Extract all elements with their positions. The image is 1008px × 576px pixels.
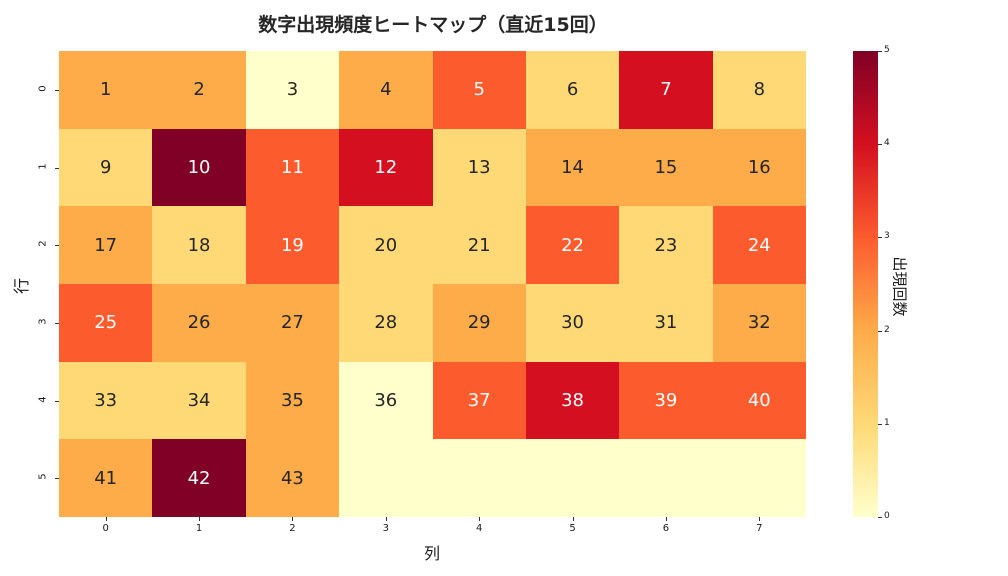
colorbar-tick-label: 0 <box>884 511 890 521</box>
heatmap-cell: 17 <box>59 206 153 284</box>
y-tick-label: 3 <box>37 318 49 325</box>
y-tick-label: 2 <box>37 240 49 247</box>
heatmap-cell: 9 <box>59 128 153 207</box>
colorbar-tick-label: 2 <box>884 324 890 335</box>
heatmap-cell: 3 <box>245 51 340 129</box>
colorbar-tick-label: 4 <box>884 138 890 149</box>
heatmap-cell: 22 <box>525 206 620 284</box>
heatmap-cell: 38 <box>525 361 620 440</box>
heatmap-cell: 27 <box>245 283 340 362</box>
x-tick-label: 2 <box>289 523 296 534</box>
heatmap-cell: 30 <box>525 283 620 362</box>
heatmap-cell <box>525 439 620 517</box>
x-tick-mark <box>199 517 201 521</box>
heatmap-cell: 32 <box>712 283 806 362</box>
heatmap-cell: 12 <box>339 128 433 207</box>
colorbar-tick-mark <box>878 51 882 52</box>
heatmap-cell: 7 <box>619 51 713 129</box>
x-tick-mark <box>572 517 574 521</box>
heatmap-cell: 25 <box>59 283 153 362</box>
heatmap-cell: 19 <box>245 206 340 284</box>
heatmap-cell: 13 <box>432 128 526 207</box>
heatmap-cell: 39 <box>619 361 713 440</box>
heatmap-cell: 29 <box>432 283 526 362</box>
chart-title: 数字出現頻度ヒートマップ（直近15回） <box>258 14 608 36</box>
colorbar-tick-mark <box>878 423 882 425</box>
y-tick-label: 4 <box>37 395 49 403</box>
heatmap-cell: 43 <box>245 439 340 517</box>
heatmap-cell: 23 <box>619 206 713 284</box>
x-tick-label: 6 <box>662 523 670 534</box>
y-tick-mark <box>55 322 59 324</box>
y-tick-mark <box>55 245 59 247</box>
y-tick-label: 0 <box>37 85 49 92</box>
heatmap-cell: 36 <box>339 361 433 440</box>
x-tick-mark <box>292 517 294 521</box>
y-tick-label: 1 <box>37 162 49 170</box>
colorbar-tick-mark <box>878 330 882 332</box>
heatmap-cell <box>619 439 713 517</box>
heatmap-cell: 42 <box>152 439 246 517</box>
colorbar-tick-mark <box>878 237 882 239</box>
heatmap-cell: 37 <box>432 361 526 440</box>
x-tick-label: 3 <box>382 523 389 534</box>
heatmap-cell: 26 <box>152 283 246 362</box>
heatmap-cell: 33 <box>59 361 153 440</box>
heatmap-cell: 40 <box>712 361 806 440</box>
heatmap-cell <box>712 439 806 517</box>
x-tick-mark <box>759 517 761 521</box>
colorbar-tick-mark <box>878 517 882 518</box>
heatmap-cell: 15 <box>619 128 713 207</box>
x-tick-mark <box>479 517 481 521</box>
heatmap-cell: 35 <box>245 361 340 440</box>
x-tick-label: 4 <box>476 523 483 534</box>
x-tick-mark <box>385 517 387 521</box>
x-tick-label: 7 <box>756 523 763 534</box>
heatmap-cell: 28 <box>339 283 433 362</box>
y-tick-mark <box>55 400 59 402</box>
heatmap-cell: 4 <box>339 51 433 129</box>
x-axis-label: 列 <box>423 544 440 563</box>
colorbar-tick-label: 3 <box>884 231 890 242</box>
heatmap-grid: 1 2 3 4 5 6 7 8 9 10 11 12 13 14 15 16 17 18 19 20 21 22 23 24 2… <box>59 51 806 517</box>
heatmap-cell: 31 <box>619 283 713 362</box>
heatmap-cell: 8 <box>712 51 806 129</box>
heatmap-cell: 21 <box>432 206 526 284</box>
heatmap-cell: 14 <box>525 128 620 207</box>
y-tick-mark <box>55 478 59 480</box>
y-tick-mark <box>55 89 59 91</box>
colorbar <box>853 51 878 517</box>
heatmap-cell: 41 <box>59 439 153 517</box>
heatmap-cell: 34 <box>152 361 246 440</box>
heatmap-cell: 1 <box>59 51 153 129</box>
x-tick-label: 0 <box>102 523 109 534</box>
x-tick-mark <box>105 517 107 521</box>
colorbar-tick-label: 1 <box>884 417 890 428</box>
heatmap-cell <box>339 439 433 517</box>
colorbar-tick-mark <box>878 144 882 146</box>
heatmap-cell: 16 <box>712 128 806 207</box>
heatmap-cell: 5 <box>432 51 526 129</box>
heatmap-cell: 2 <box>152 51 246 129</box>
heatmap-cell: 18 <box>152 206 246 284</box>
colorbar-tick-label: 5 <box>884 45 890 55</box>
y-axis-label: 行 <box>12 277 32 295</box>
heatmap-cell <box>432 439 526 517</box>
colorbar-label: 出現回数 <box>890 256 909 317</box>
heatmap-cell: 11 <box>245 128 340 207</box>
x-tick-label: 1 <box>195 523 203 534</box>
y-tick-mark <box>55 167 59 169</box>
heatmap-cell: 6 <box>525 51 620 129</box>
heatmap-cell: 24 <box>712 206 806 284</box>
y-tick-label: 5 <box>37 473 49 480</box>
heatmap-cell: 10 <box>152 128 246 207</box>
heatmap-cell: 20 <box>339 206 433 284</box>
x-tick-label: 5 <box>569 523 576 534</box>
x-tick-mark <box>665 517 667 521</box>
